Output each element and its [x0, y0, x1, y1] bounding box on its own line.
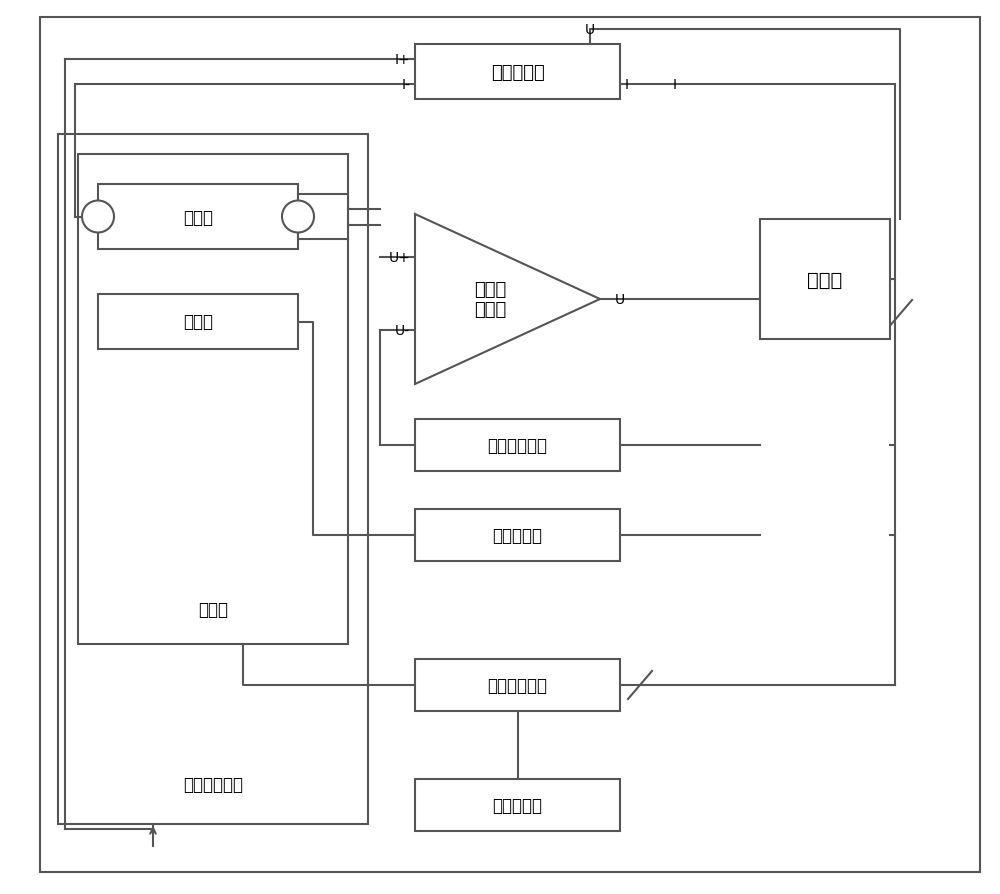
Bar	[415, 780, 620, 831]
Polygon shape	[415, 215, 600, 384]
Text: U-: U-	[395, 324, 410, 337]
Circle shape	[82, 201, 114, 233]
Text: 辐射源: 辐射源	[183, 208, 213, 226]
Text: I: I	[673, 78, 677, 92]
Text: 压控电流源: 压控电流源	[491, 63, 544, 81]
Bar	[415, 45, 620, 100]
Text: I+: I+	[394, 53, 410, 67]
Text: 低噪声
放大器: 低噪声 放大器	[474, 281, 506, 319]
Bar	[415, 419, 620, 471]
Text: 斯特林制冷机: 斯特林制冷机	[183, 775, 243, 793]
Text: 温度控制器: 温度控制器	[492, 527, 542, 544]
Text: 温度计: 温度计	[183, 313, 213, 331]
Text: 计算机: 计算机	[807, 270, 843, 289]
Text: U: U	[615, 292, 625, 307]
Bar	[98, 185, 298, 249]
Bar	[58, 135, 368, 824]
Text: I: I	[625, 78, 629, 92]
Text: 液氮冷却罐: 液氮冷却罐	[492, 797, 542, 814]
Bar	[415, 659, 620, 712]
Bar	[78, 155, 348, 645]
Bar	[415, 510, 620, 561]
Text: 直流偏振模块: 直流偏振模块	[488, 436, 548, 454]
Text: 冷却腔: 冷却腔	[198, 601, 228, 619]
Bar	[760, 220, 890, 340]
Text: U: U	[585, 23, 595, 37]
Text: 液氮流量开关: 液氮流量开关	[488, 676, 548, 695]
Text: I-: I-	[401, 78, 410, 92]
Bar	[98, 295, 298, 350]
Bar	[298, 195, 348, 240]
Text: U+: U+	[388, 250, 410, 265]
Circle shape	[282, 201, 314, 233]
